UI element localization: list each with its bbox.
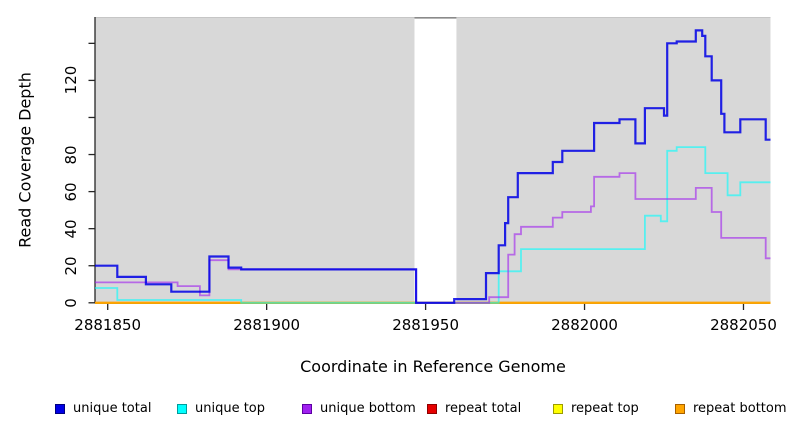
y-tick-label: 60 xyxy=(62,182,80,202)
y-tick-label: 120 xyxy=(62,66,80,95)
x-tick-label: 2882000 xyxy=(551,316,618,334)
y-tick-label: 0 xyxy=(62,298,80,308)
series-line-unique-total xyxy=(95,29,771,304)
x-tick-label: 2882050 xyxy=(710,316,777,334)
series-line-unique-top xyxy=(95,146,771,304)
x-tick-label: 2881850 xyxy=(74,316,142,334)
y-tick-label: 40 xyxy=(62,219,80,239)
x-tick-label: 2881950 xyxy=(392,316,459,334)
x-tick-label: 2881900 xyxy=(233,316,301,334)
series-line-unique-bottom xyxy=(95,172,771,304)
y-tick-label: 20 xyxy=(62,256,80,276)
y-axis-title: Read Coverage Depth xyxy=(15,72,35,248)
coverage-gap-band xyxy=(414,17,457,303)
y-tick-label: 80 xyxy=(62,144,80,165)
x-axis-title: Coordinate in Reference Genome xyxy=(300,357,566,376)
